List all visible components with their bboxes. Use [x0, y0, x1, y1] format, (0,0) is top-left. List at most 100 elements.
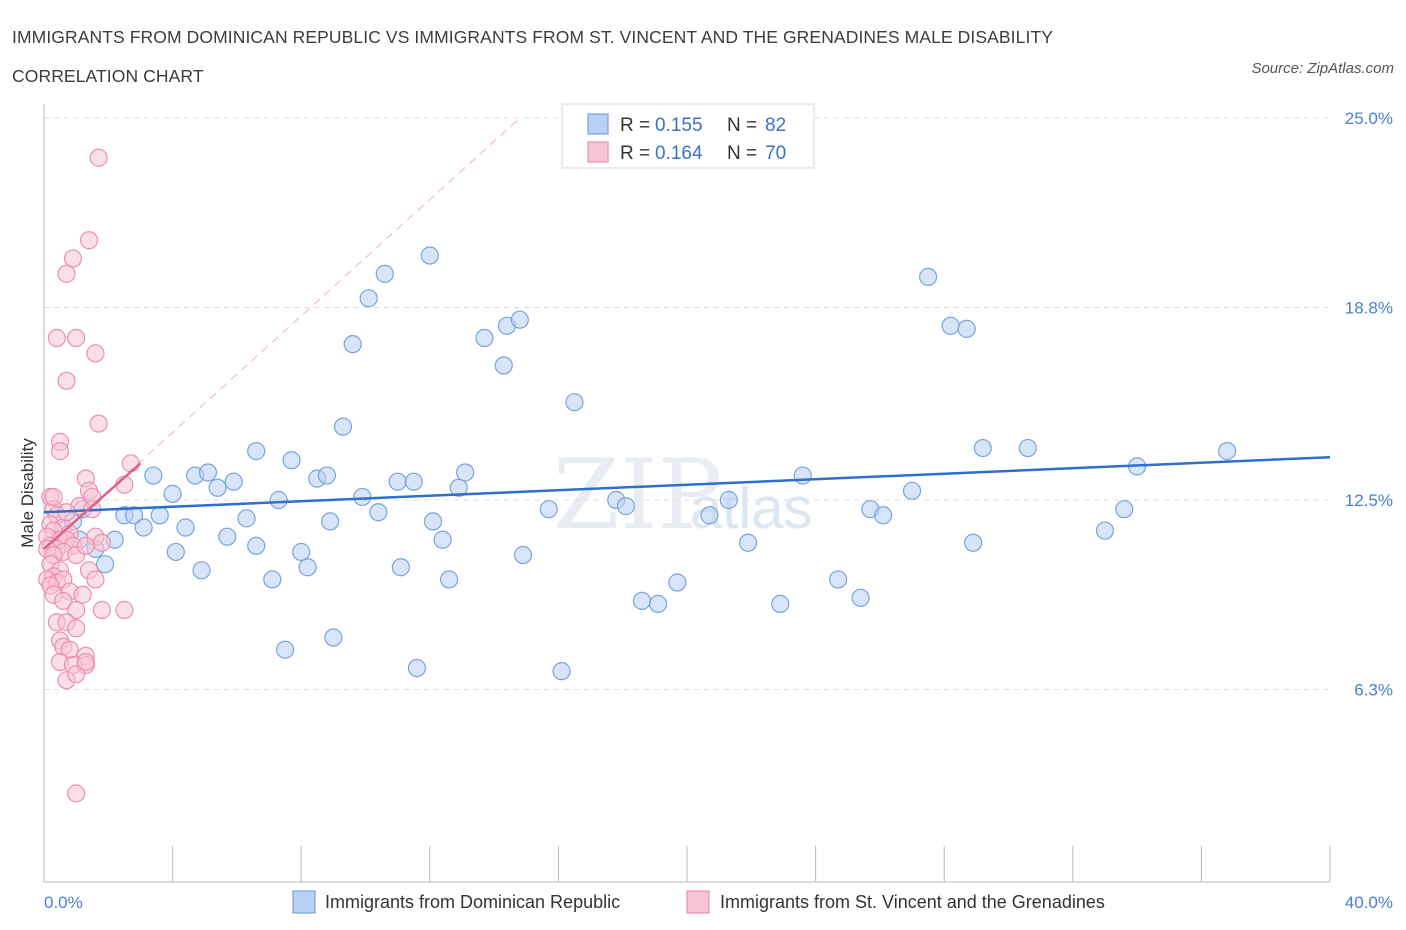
- trend-line-dominican-republic: [43, 455, 1331, 514]
- point-st-vincent: [92, 533, 111, 552]
- point-dominican-republic: [423, 512, 443, 531]
- point-dominican-republic: [738, 533, 758, 552]
- legend-r-value-2: 0.164: [655, 143, 703, 164]
- point-dominican-republic: [95, 555, 115, 574]
- point-dominican-republic: [513, 545, 533, 565]
- point-dominican-republic: [298, 558, 317, 577]
- point-dominican-republic: [433, 530, 452, 549]
- legend-r-label-2: R =: [620, 143, 650, 164]
- point-st-vincent: [89, 414, 108, 433]
- point-st-vincent: [86, 344, 105, 363]
- legend-n-label-1: N =: [727, 115, 757, 136]
- point-dominican-republic: [124, 506, 144, 525]
- legend-swatch-series2: [587, 141, 609, 163]
- point-dominican-republic: [134, 518, 153, 537]
- point-dominican-republic: [198, 463, 218, 482]
- point-st-vincent: [76, 652, 95, 672]
- point-dominican-republic: [919, 267, 938, 287]
- legend-r-value-1: 0.155: [655, 115, 703, 136]
- point-dominican-republic: [263, 570, 282, 589]
- point-dominican-republic: [632, 591, 652, 610]
- point-dominican-republic: [719, 490, 738, 510]
- point-dominican-republic: [941, 316, 960, 335]
- bottom-legend-label-series2: Immigrants from St. Vincent and the Gren…: [720, 892, 1105, 912]
- legend-n-label-2: N =: [727, 143, 757, 164]
- point-dominican-republic: [333, 417, 353, 436]
- y-tick-label: 18.8%: [1345, 298, 1393, 317]
- point-dominican-republic: [321, 512, 340, 531]
- point-dominican-republic: [829, 570, 848, 589]
- point-st-vincent: [73, 585, 92, 604]
- point-dominican-republic: [150, 506, 169, 525]
- bottom-legend-label-series1: Immigrants from Dominican Republic: [325, 892, 620, 912]
- legend-n-value-1: 82: [765, 115, 786, 136]
- point-dominican-republic: [874, 506, 893, 525]
- point-st-vincent: [115, 600, 134, 620]
- point-dominican-republic: [163, 484, 182, 503]
- point-dominican-republic: [793, 466, 812, 485]
- gridlines: [44, 117, 1330, 690]
- y-tick-label: 25.0%: [1345, 109, 1393, 128]
- point-dominican-republic: [456, 463, 475, 482]
- point-st-vincent: [57, 264, 76, 283]
- point-dominican-republic: [1115, 500, 1134, 519]
- point-dominican-republic: [616, 497, 636, 516]
- point-st-vincent: [47, 328, 66, 348]
- point-dominican-republic: [1018, 438, 1037, 458]
- point-dominican-republic: [192, 561, 211, 580]
- point-dominican-republic: [375, 264, 394, 283]
- x-tick-label-min: 0.0%: [44, 893, 83, 912]
- y-axis-label: Male Disability: [18, 438, 37, 548]
- point-dominican-republic: [668, 573, 687, 592]
- point-st-vincent: [121, 454, 140, 473]
- legend-r-label-1: R =: [620, 115, 650, 136]
- watermark-zip: ZIP: [553, 439, 722, 551]
- point-st-vincent: [79, 231, 99, 250]
- y-tick-labels: 6.3% 12.5% 18.8% 25.0%: [1345, 109, 1393, 699]
- point-dominican-republic: [407, 658, 427, 678]
- point-st-vincent: [76, 536, 95, 555]
- point-dominican-republic: [964, 533, 983, 552]
- point-st-vincent: [89, 148, 108, 167]
- x-axis-ticks: [43, 846, 1331, 882]
- point-dominican-republic: [247, 536, 266, 555]
- point-dominican-republic: [851, 588, 870, 607]
- point-st-vincent: [63, 249, 83, 268]
- stats-legend: R = 0.155 N = 82 R = 0.164 N = 70: [561, 103, 815, 169]
- point-dominican-republic: [565, 393, 584, 412]
- point-dominican-republic: [247, 442, 266, 461]
- legend-swatch-series1: [587, 113, 609, 135]
- point-dominican-republic: [388, 472, 407, 491]
- point-dominican-republic: [317, 466, 337, 485]
- point-st-vincent: [67, 665, 86, 684]
- point-dominican-republic: [494, 356, 513, 375]
- y-tick-label: 12.5%: [1345, 491, 1393, 510]
- point-dominican-republic: [353, 487, 372, 507]
- series-legend: Immigrants from Dominican Republic Immig…: [292, 890, 1105, 914]
- point-dominican-republic: [771, 594, 790, 614]
- chart-title: IMMIGRANTS FROM DOMINICAN REPUBLIC VS IM…: [12, 27, 1053, 86]
- point-dominican-republic: [276, 640, 295, 659]
- point-dominican-republic: [902, 481, 922, 500]
- point-dominican-republic: [449, 478, 468, 497]
- point-dominican-republic: [1218, 442, 1237, 461]
- point-dominican-republic: [957, 319, 976, 338]
- point-dominican-republic: [973, 438, 992, 458]
- point-dominican-republic: [269, 490, 288, 510]
- point-dominican-republic: [324, 628, 343, 647]
- point-dominican-republic: [700, 506, 719, 525]
- point-dominican-republic: [475, 328, 494, 348]
- point-dominican-republic: [439, 570, 459, 589]
- point-st-vincent: [86, 570, 105, 589]
- point-dominican-republic: [237, 509, 256, 528]
- point-dominican-republic: [369, 503, 388, 522]
- point-st-vincent: [67, 600, 86, 620]
- point-dominican-republic: [224, 472, 243, 491]
- point-st-vincent: [54, 591, 73, 610]
- point-dominican-republic: [208, 478, 227, 497]
- point-st-vincent: [92, 600, 111, 620]
- point-st-vincent: [67, 619, 86, 638]
- x-tick-label-max: 40.0%: [1345, 893, 1393, 912]
- point-dominican-republic: [539, 500, 558, 519]
